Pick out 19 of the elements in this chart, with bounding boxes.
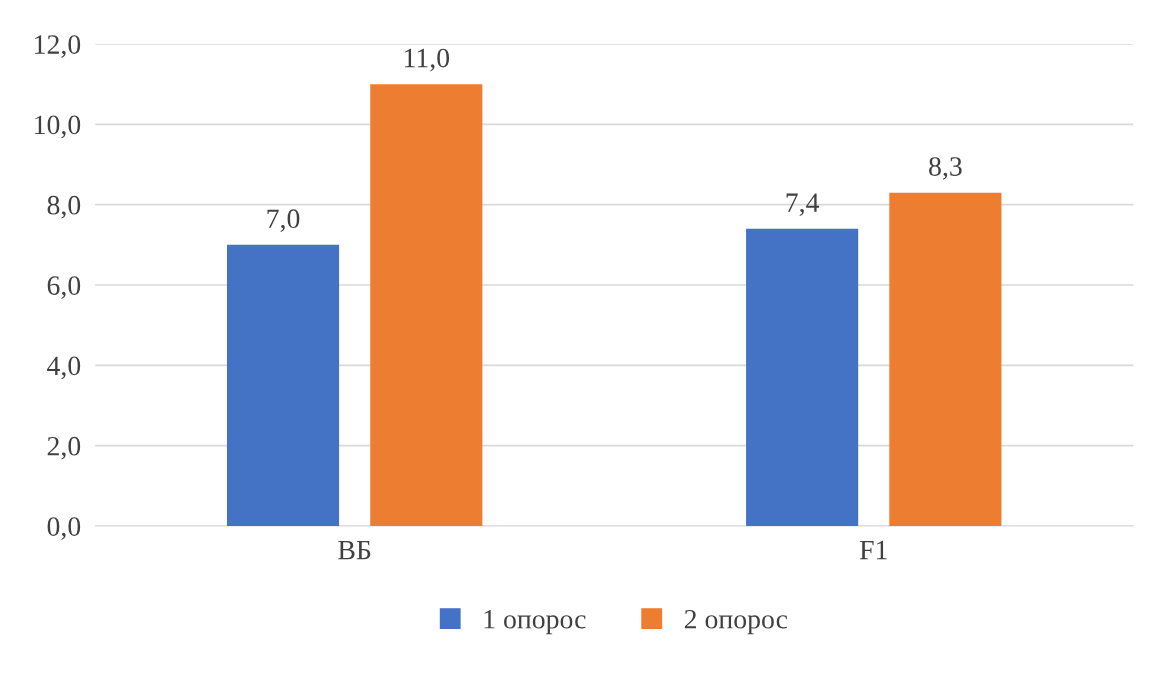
- y-tick-label: 0,0: [47, 517, 81, 540]
- bar: [226, 244, 340, 527]
- x-tick-label: F1: [859, 540, 887, 560]
- y-tick-label: 2,0: [47, 436, 81, 460]
- data-label: 7,0: [267, 209, 300, 233]
- bar: [370, 84, 483, 527]
- y-tick-label: 4,0: [47, 356, 81, 380]
- data-label: 11,0: [404, 48, 450, 72]
- data-label: 7,4: [786, 193, 820, 217]
- data-label: 8,3: [929, 157, 962, 180]
- bar: [889, 192, 1002, 527]
- bar: [746, 228, 859, 527]
- legend-label: 2 опорос: [684, 609, 788, 635]
- y-tick-label: 6,0: [47, 276, 81, 299]
- y-tick-label: 8,0: [47, 195, 81, 219]
- legend-label: 1 опорос: [484, 609, 586, 635]
- x-tick-label: ВБ: [338, 541, 371, 560]
- y-tick-label: 12,0: [35, 35, 81, 58]
- y-tick-label: 10,0: [35, 115, 81, 139]
